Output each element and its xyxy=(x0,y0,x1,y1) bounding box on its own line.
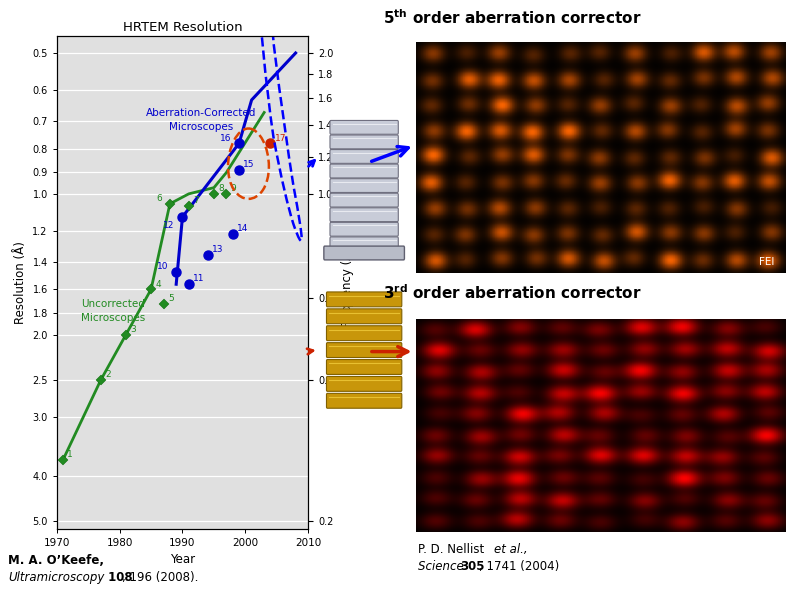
FancyBboxPatch shape xyxy=(327,343,401,358)
Text: 305: 305 xyxy=(460,560,484,573)
Text: 8: 8 xyxy=(218,184,224,193)
Text: 11: 11 xyxy=(193,275,204,284)
Text: 108: 108 xyxy=(104,571,132,584)
FancyBboxPatch shape xyxy=(327,309,401,324)
Text: 17: 17 xyxy=(275,133,286,142)
FancyBboxPatch shape xyxy=(330,237,398,251)
FancyBboxPatch shape xyxy=(324,246,405,260)
FancyBboxPatch shape xyxy=(330,135,398,149)
Text: , 196 (2008).: , 196 (2008). xyxy=(122,571,198,584)
FancyBboxPatch shape xyxy=(330,164,398,178)
Text: 3$^{\mathbf{rd}}$ order aberration corrector: 3$^{\mathbf{rd}}$ order aberration corre… xyxy=(383,284,642,302)
Text: et al.,: et al., xyxy=(494,543,527,556)
Text: Uncorrected
Microscopes: Uncorrected Microscopes xyxy=(81,299,145,323)
FancyBboxPatch shape xyxy=(330,120,398,134)
FancyBboxPatch shape xyxy=(330,178,398,192)
Text: Ultramicroscopy: Ultramicroscopy xyxy=(8,571,105,584)
Text: P. D. Nellist: P. D. Nellist xyxy=(418,543,488,556)
FancyBboxPatch shape xyxy=(327,393,401,408)
Text: FEI: FEI xyxy=(758,257,774,266)
Text: 5$^{\mathbf{th}}$ order aberration corrector: 5$^{\mathbf{th}}$ order aberration corre… xyxy=(383,8,642,27)
Text: 7: 7 xyxy=(193,196,199,205)
FancyBboxPatch shape xyxy=(327,376,401,391)
Text: 2: 2 xyxy=(105,370,110,379)
Text: 9: 9 xyxy=(230,184,236,193)
Text: 14: 14 xyxy=(237,225,248,233)
Text: 10: 10 xyxy=(157,263,168,272)
Text: 16: 16 xyxy=(220,133,231,142)
FancyBboxPatch shape xyxy=(330,222,398,236)
Y-axis label: Frequency (Å⁻¹): Frequency (Å⁻¹) xyxy=(339,236,354,329)
Text: 13: 13 xyxy=(212,245,223,254)
FancyBboxPatch shape xyxy=(327,359,401,374)
Text: 12: 12 xyxy=(163,221,174,230)
FancyBboxPatch shape xyxy=(327,326,401,341)
Text: M. A. O’Keefe,: M. A. O’Keefe, xyxy=(8,554,104,567)
Text: 4: 4 xyxy=(155,279,161,288)
Text: , 1741 (2004): , 1741 (2004) xyxy=(479,560,560,573)
Text: Science: Science xyxy=(418,560,468,573)
Text: 1: 1 xyxy=(67,450,73,459)
FancyBboxPatch shape xyxy=(330,194,398,207)
FancyBboxPatch shape xyxy=(330,150,398,163)
FancyBboxPatch shape xyxy=(330,208,398,222)
X-axis label: Year: Year xyxy=(170,554,195,567)
Text: 15: 15 xyxy=(243,160,255,169)
Text: 3: 3 xyxy=(130,325,135,334)
Y-axis label: Resolution (Å): Resolution (Å) xyxy=(14,241,27,324)
Text: 5: 5 xyxy=(168,294,174,304)
Text: 6: 6 xyxy=(156,194,161,203)
FancyBboxPatch shape xyxy=(327,292,401,307)
Text: Aberration-Corrected
Microscopes: Aberration-Corrected Microscopes xyxy=(146,108,256,132)
Title: HRTEM Resolution: HRTEM Resolution xyxy=(122,20,242,34)
